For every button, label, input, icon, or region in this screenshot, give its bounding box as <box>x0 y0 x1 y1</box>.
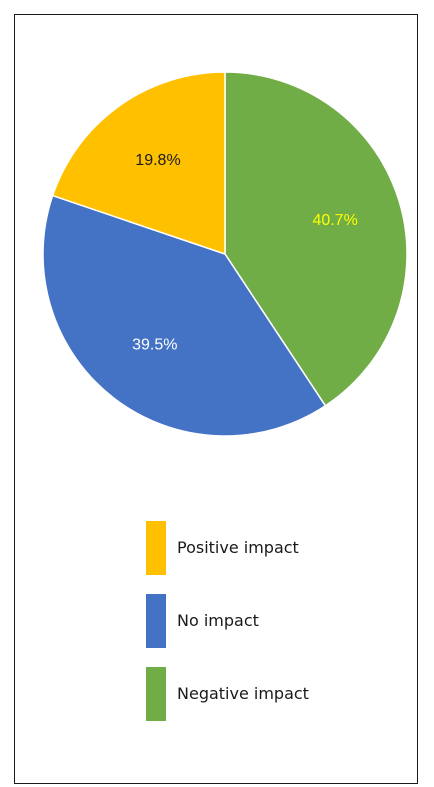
legend-swatch-no-impact <box>146 594 166 648</box>
pie-data-label-positive-impact: 19.8% <box>135 152 180 169</box>
pie-data-label-no-impact: 39.5% <box>132 336 177 353</box>
pie-slice-no-impact <box>42 194 327 437</box>
pie-chart: 40.7% 39.5% 19.8% <box>42 71 408 437</box>
legend-swatch-positive-impact <box>146 521 166 575</box>
legend-item-no-impact: No impact <box>146 594 386 648</box>
legend-label-positive-impact: Positive impact <box>177 538 299 557</box>
legend-swatch-negative-impact <box>146 667 166 721</box>
legend-label-no-impact: No impact <box>177 611 259 630</box>
legend-item-positive-impact: Positive impact <box>146 521 386 575</box>
legend-item-negative-impact: Negative impact <box>146 667 386 721</box>
pie-data-label-negative-impact: 40.7% <box>312 212 357 229</box>
chart-frame: 40.7% 39.5% 19.8% Positive impact No impac… <box>14 14 418 784</box>
legend-label-negative-impact: Negative impact <box>177 684 309 703</box>
pie-slice-positive-impact <box>51 71 226 256</box>
